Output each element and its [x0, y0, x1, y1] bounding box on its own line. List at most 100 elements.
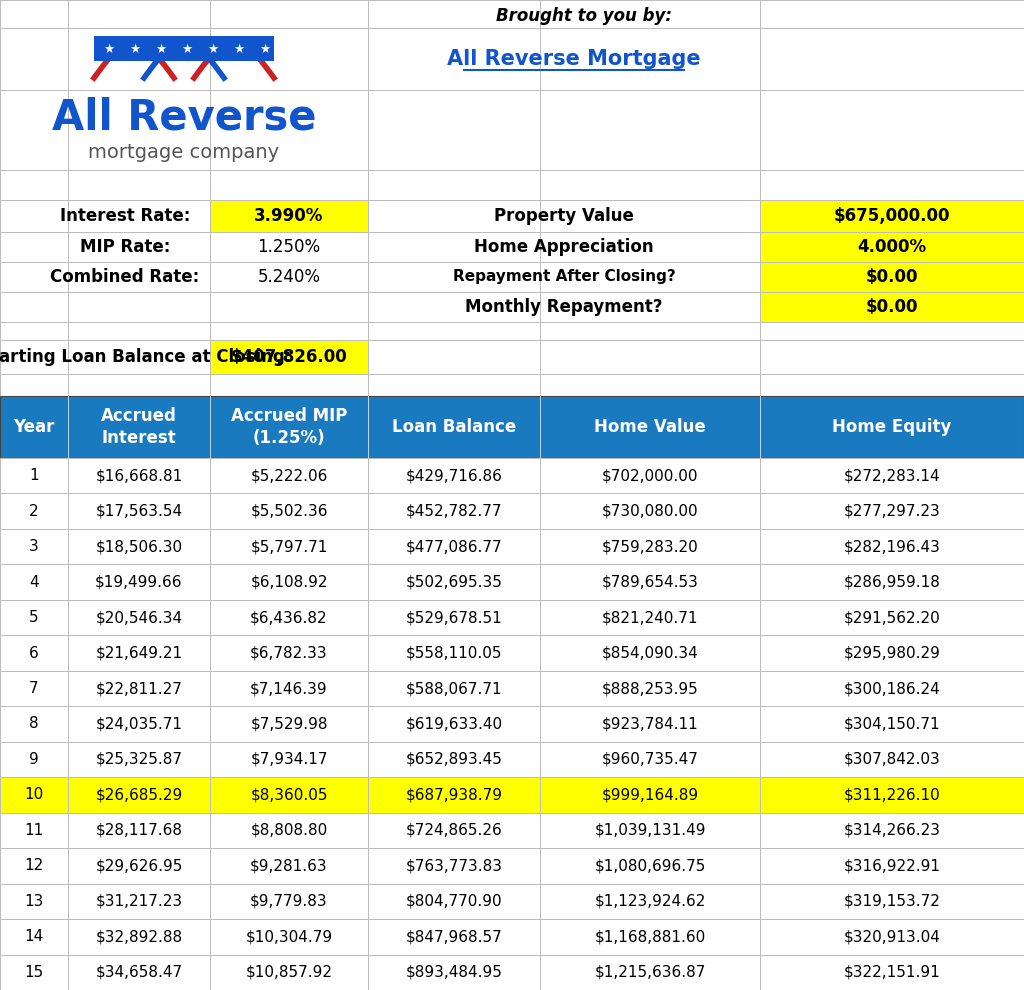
Bar: [0, 0, 1024, 28]
Text: $477,086.77: $477,086.77: [406, 540, 503, 554]
Text: $502,695.35: $502,695.35: [406, 574, 503, 590]
Text: All Reverse: All Reverse: [52, 97, 316, 139]
Text: Home Equity: Home Equity: [833, 418, 951, 436]
Bar: [0, 742, 1024, 777]
Text: $24,035.71: $24,035.71: [95, 717, 182, 732]
Text: $8,360.05: $8,360.05: [250, 787, 328, 803]
Text: MIP Rate:: MIP Rate:: [80, 238, 170, 256]
Bar: [0, 340, 1024, 374]
Text: ★: ★: [233, 43, 245, 55]
Text: Home Value: Home Value: [594, 418, 706, 436]
Text: $1,215,636.87: $1,215,636.87: [594, 965, 706, 980]
Text: 8: 8: [30, 717, 39, 732]
Bar: [0, 600, 1024, 636]
Bar: [0, 706, 1024, 742]
Text: $1,039,131.49: $1,039,131.49: [594, 823, 706, 838]
Text: 3.990%: 3.990%: [254, 207, 324, 225]
Text: $9,779.83: $9,779.83: [250, 894, 328, 909]
Bar: [0, 777, 1024, 813]
Text: $26,685.29: $26,685.29: [95, 787, 182, 803]
Text: $893,484.95: $893,484.95: [406, 965, 503, 980]
Text: Monthly Repayment?: Monthly Repayment?: [465, 298, 663, 316]
Text: $32,892.88: $32,892.88: [95, 930, 182, 944]
Text: $7,529.98: $7,529.98: [250, 717, 328, 732]
Bar: [0, 458, 1024, 493]
Text: $687,938.79: $687,938.79: [406, 787, 503, 803]
Text: 6: 6: [29, 645, 39, 660]
Text: $307,842.03: $307,842.03: [844, 752, 940, 767]
Bar: [0, 813, 1024, 848]
Bar: [210, 200, 368, 232]
Text: $286,959.18: $286,959.18: [844, 574, 940, 590]
Text: $320,913.04: $320,913.04: [844, 930, 940, 944]
Text: $804,770.90: $804,770.90: [406, 894, 503, 909]
Text: $652,893.45: $652,893.45: [406, 752, 503, 767]
Text: $675,000.00: $675,000.00: [834, 207, 950, 225]
Text: Interest: Interest: [101, 429, 176, 447]
Text: $8,808.80: $8,808.80: [251, 823, 328, 838]
Text: ★: ★: [103, 43, 115, 55]
Bar: [0, 200, 1024, 232]
Text: $31,217.23: $31,217.23: [95, 894, 182, 909]
Text: Home Appreciation: Home Appreciation: [474, 238, 653, 256]
Text: ★: ★: [129, 43, 140, 55]
Text: Accrued MIP: Accrued MIP: [230, 407, 347, 425]
Text: Property Value: Property Value: [494, 207, 634, 225]
Text: 15: 15: [25, 965, 44, 980]
Text: $18,506.30: $18,506.30: [95, 540, 182, 554]
Text: $21,649.21: $21,649.21: [95, 645, 182, 660]
Text: $0.00: $0.00: [865, 298, 919, 316]
Text: $6,108.92: $6,108.92: [250, 574, 328, 590]
Text: $1,168,881.60: $1,168,881.60: [594, 930, 706, 944]
Text: $314,266.23: $314,266.23: [844, 823, 940, 838]
Text: 3: 3: [29, 540, 39, 554]
Text: $322,151.91: $322,151.91: [844, 965, 940, 980]
Text: $529,678.51: $529,678.51: [406, 610, 503, 625]
Text: $821,240.71: $821,240.71: [602, 610, 698, 625]
Text: $724,865.26: $724,865.26: [406, 823, 503, 838]
Text: $29,626.95: $29,626.95: [95, 858, 182, 873]
Text: 12: 12: [25, 858, 44, 873]
Text: $282,196.43: $282,196.43: [844, 540, 940, 554]
Bar: [760, 232, 1024, 262]
Text: $272,283.14: $272,283.14: [844, 468, 940, 483]
Text: $295,980.29: $295,980.29: [844, 645, 940, 660]
Text: (1.25%): (1.25%): [253, 429, 326, 447]
Text: $5,502.36: $5,502.36: [250, 504, 328, 519]
Text: $999,164.89: $999,164.89: [601, 787, 698, 803]
Text: mortgage company: mortgage company: [88, 143, 280, 161]
Bar: [0, 396, 1024, 458]
Text: $558,110.05: $558,110.05: [406, 645, 502, 660]
Bar: [0, 262, 1024, 292]
Text: Year: Year: [13, 418, 54, 436]
Text: $702,000.00: $702,000.00: [602, 468, 698, 483]
Text: ★: ★: [156, 43, 167, 55]
Text: 9: 9: [29, 752, 39, 767]
Text: 13: 13: [25, 894, 44, 909]
Text: $6,782.33: $6,782.33: [250, 645, 328, 660]
Bar: [760, 200, 1024, 232]
Text: ★: ★: [208, 43, 219, 55]
Text: $25,325.87: $25,325.87: [95, 752, 182, 767]
Text: $5,222.06: $5,222.06: [250, 468, 328, 483]
Bar: [0, 90, 1024, 170]
Text: $304,150.71: $304,150.71: [844, 717, 940, 732]
Text: All Reverse Mortgage: All Reverse Mortgage: [447, 49, 700, 69]
Text: $5,797.71: $5,797.71: [250, 540, 328, 554]
Bar: [0, 564, 1024, 600]
Text: $7,146.39: $7,146.39: [250, 681, 328, 696]
Text: $789,654.53: $789,654.53: [601, 574, 698, 590]
Text: $759,283.20: $759,283.20: [602, 540, 698, 554]
Text: $0.00: $0.00: [865, 268, 919, 286]
Bar: [0, 954, 1024, 990]
Text: 5: 5: [30, 610, 39, 625]
Text: 1: 1: [30, 468, 39, 483]
Text: Interest Rate:: Interest Rate:: [59, 207, 190, 225]
Text: $429,716.86: $429,716.86: [406, 468, 503, 483]
Text: $34,658.47: $34,658.47: [95, 965, 182, 980]
Text: Combined Rate:: Combined Rate:: [50, 268, 200, 286]
Bar: [0, 170, 1024, 200]
Text: $22,811.27: $22,811.27: [95, 681, 182, 696]
Text: $730,080.00: $730,080.00: [602, 504, 698, 519]
Text: 5.240%: 5.240%: [257, 268, 321, 286]
